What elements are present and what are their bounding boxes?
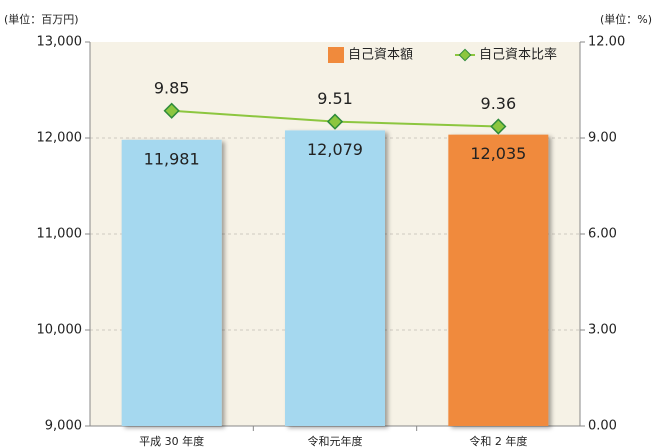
line-value-label: 9.36 [481, 94, 517, 113]
legend-label: 自己資本額 [348, 48, 413, 63]
y-axis-unit: (単位：百万円) [4, 12, 79, 26]
y-tick-label: 10,000 [37, 323, 83, 338]
y-tick-label: 12,000 [37, 131, 83, 146]
legend-swatch [328, 47, 344, 63]
line-value-label: 9.85 [154, 78, 190, 97]
legend-marker [458, 48, 472, 62]
y-tick-label: 13,000 [37, 35, 83, 50]
y2-axis-unit: (単位：%) [600, 12, 652, 26]
line-marker [490, 118, 507, 135]
x-tick-label: 令和 2 年度 [469, 434, 527, 448]
bar-value-label: 12,035 [470, 144, 526, 163]
line-value-label: 9.51 [317, 89, 353, 108]
y2-tick-label: 3.00 [588, 323, 617, 338]
x-tick-label: 平成 30 年度 [139, 434, 204, 448]
bar-value-label: 12,079 [307, 140, 363, 159]
legend-label: 自己資本比率 [479, 47, 557, 63]
line-marker [163, 102, 180, 119]
bar-value-label: 11,981 [144, 149, 200, 168]
y2-tick-label: 9.00 [588, 131, 617, 146]
line-marker [326, 113, 344, 130]
x-tick-label: 令和元年度 [308, 434, 363, 448]
y2-tick-label: 12.00 [588, 35, 625, 50]
y2-tick-label: 6.00 [588, 227, 617, 242]
bar [121, 139, 222, 426]
bar [285, 130, 385, 426]
y-tick-label: 9,000 [45, 419, 82, 434]
y-tick-label: 11,000 [37, 227, 83, 242]
bar [448, 134, 549, 426]
y2-tick-label: 0.00 [588, 419, 617, 434]
